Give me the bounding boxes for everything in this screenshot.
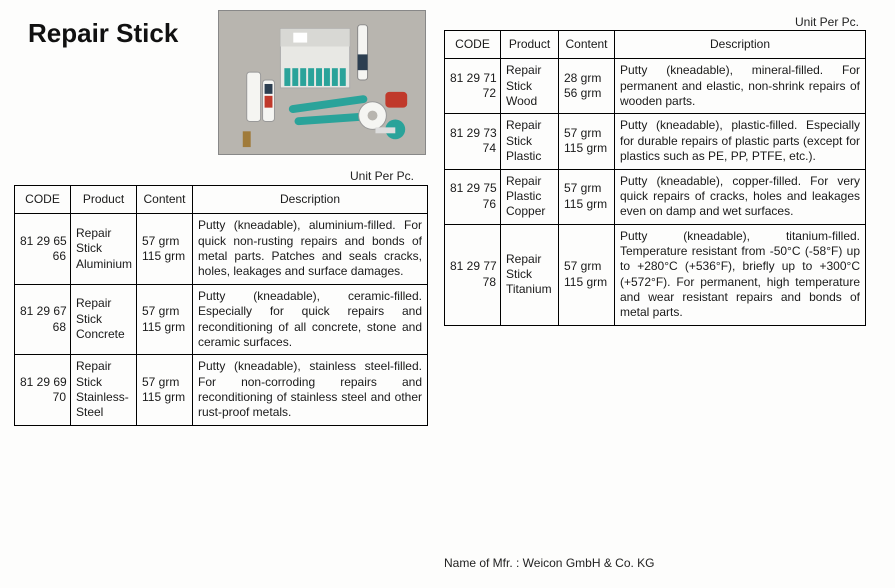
unit-label-right: Unit Per Pc.	[795, 15, 859, 29]
cell-product: Repair Stick Stainless-Steel	[71, 355, 137, 425]
cell-content: 57 grm 115 grm	[559, 224, 615, 325]
col-description: Description	[193, 186, 428, 214]
table-row: 81 29 73 74 Repair Stick Plastic 57 grm …	[445, 114, 866, 169]
cell-code: 81 29 65 66	[15, 214, 71, 284]
col-product: Product	[501, 31, 559, 59]
cell-description: Putty (kneadable), titanium-filled. Temp…	[615, 224, 866, 325]
cell-description: Putty (kneadable), ceramic-filled. Espec…	[193, 284, 428, 354]
cell-content: 57 grm 115 grm	[559, 114, 615, 169]
cell-content: 28 grm 56 grm	[559, 59, 615, 114]
col-description: Description	[615, 31, 866, 59]
spec-table-right: CODE Product Content Description 81 29 7…	[444, 30, 866, 326]
page-title: Repair Stick	[28, 18, 178, 49]
table-row: 81 29 67 68 Repair Stick Concrete 57 grm…	[15, 284, 428, 354]
cell-description: Putty (kneadable), mineral-filled. For p…	[615, 59, 866, 114]
cell-code: 81 29 69 70	[15, 355, 71, 425]
cell-product: Repair Stick Aluminium	[71, 214, 137, 284]
cell-code: 81 29 71 72	[445, 59, 501, 114]
spec-table-left: CODE Product Content Description 81 29 6…	[14, 185, 428, 426]
table-row: 81 29 71 72 Repair Stick Wood 28 grm 56 …	[445, 59, 866, 114]
cell-content: 57 grm 115 grm	[137, 355, 193, 425]
col-content: Content	[559, 31, 615, 59]
cell-code: 81 29 67 68	[15, 284, 71, 354]
cell-content: 57 grm 115 grm	[137, 284, 193, 354]
table-row: 81 29 65 66 Repair Stick Aluminium 57 gr…	[15, 214, 428, 284]
cell-product: Repair Plastic Copper	[501, 169, 559, 224]
cell-description: Putty (kneadable), copper-filled. For ve…	[615, 169, 866, 224]
cell-content: 57 grm 115 grm	[559, 169, 615, 224]
cell-product: Repair Stick Plastic	[501, 114, 559, 169]
cell-code: 81 29 75 76	[445, 169, 501, 224]
cell-description: Putty (kneadable), stainless steel-fille…	[193, 355, 428, 425]
product-image	[218, 10, 426, 155]
cell-description: Putty (kneadable), aluminium-filled. For…	[193, 214, 428, 284]
table-row: 81 29 69 70 Repair Stick Stainless-Steel…	[15, 355, 428, 425]
manufacturer-label: Name of Mfr. : Weicon GmbH & Co. KG	[444, 556, 655, 570]
cell-code: 81 29 77 78	[445, 224, 501, 325]
col-code: CODE	[15, 186, 71, 214]
col-product: Product	[71, 186, 137, 214]
cell-description: Putty (kneadable), plastic-filled. Espec…	[615, 114, 866, 169]
cell-code: 81 29 73 74	[445, 114, 501, 169]
table-header-row: CODE Product Content Description	[445, 31, 866, 59]
cell-product: Repair Stick Titanium	[501, 224, 559, 325]
col-content: Content	[137, 186, 193, 214]
table-header-row: CODE Product Content Description	[15, 186, 428, 214]
table-row: 81 29 75 76 Repair Plastic Copper 57 grm…	[445, 169, 866, 224]
unit-label-left: Unit Per Pc.	[350, 169, 414, 183]
cell-product: Repair Stick Concrete	[71, 284, 137, 354]
cell-product: Repair Stick Wood	[501, 59, 559, 114]
col-code: CODE	[445, 31, 501, 59]
table-row: 81 29 77 78 Repair Stick Titanium 57 grm…	[445, 224, 866, 325]
cell-content: 57 grm 115 grm	[137, 214, 193, 284]
